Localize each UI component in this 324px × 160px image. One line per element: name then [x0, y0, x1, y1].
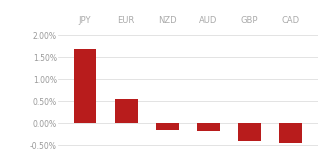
Text: NZD: NZD [158, 16, 177, 25]
Bar [115, 99, 137, 123]
Bar [280, 123, 302, 143]
Text: CAD: CAD [282, 16, 300, 25]
Bar [156, 123, 179, 130]
Text: GBP: GBP [241, 16, 258, 25]
Bar [197, 123, 220, 131]
Bar [74, 49, 96, 123]
Text: AUD: AUD [199, 16, 218, 25]
Text: JPY: JPY [79, 16, 91, 25]
Text: EUR: EUR [118, 16, 135, 25]
Bar [238, 123, 261, 141]
